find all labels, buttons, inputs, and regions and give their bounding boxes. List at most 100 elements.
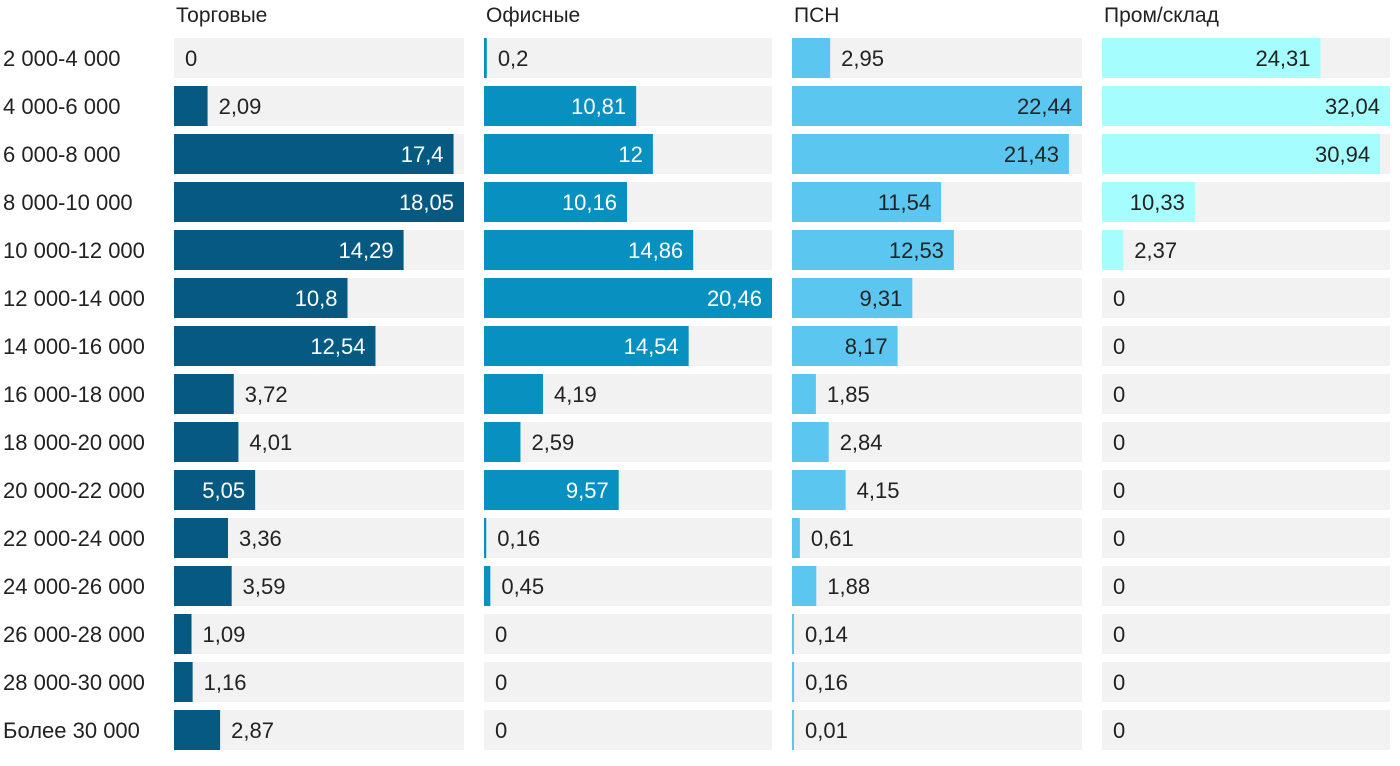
- bar: [1102, 182, 1195, 222]
- bar: [792, 422, 829, 462]
- bar-track: [792, 518, 1082, 558]
- data-label: 24,31: [1255, 46, 1310, 71]
- data-label: 0,01: [805, 718, 848, 743]
- bar: [484, 374, 543, 414]
- data-label: 3,72: [245, 382, 288, 407]
- bar: [174, 278, 348, 318]
- bar-track: [1102, 326, 1390, 366]
- data-label: 0,61: [811, 526, 854, 551]
- bar: [792, 614, 794, 654]
- data-label: 2,95: [841, 46, 884, 71]
- data-label: 0: [1113, 622, 1125, 647]
- bar-track: [1102, 614, 1390, 654]
- bar: [792, 278, 913, 318]
- data-label: 14,54: [624, 334, 679, 359]
- data-label: 0: [1113, 334, 1125, 359]
- bar: [174, 422, 239, 462]
- bar-track: [792, 662, 1082, 702]
- bar-track: [484, 614, 772, 654]
- data-label: 9,57: [566, 478, 609, 503]
- data-label: 0: [1113, 478, 1125, 503]
- data-label: 3,59: [243, 574, 286, 599]
- data-label: 4,19: [554, 382, 597, 407]
- data-label: 3,36: [239, 526, 282, 551]
- category-label: 8 000-10 000: [3, 190, 133, 215]
- category-label: 20 000-22 000: [3, 478, 145, 503]
- bar-track: [484, 710, 772, 750]
- category-label: 16 000-18 000: [3, 382, 145, 407]
- data-label: 0: [495, 718, 507, 743]
- bar-track: [1102, 374, 1390, 414]
- data-label: 12,54: [310, 334, 365, 359]
- bar: [792, 566, 817, 606]
- bar: [1102, 86, 1390, 126]
- data-label: 0: [1113, 718, 1125, 743]
- data-label: 0: [1113, 382, 1125, 407]
- bar-track: [1102, 518, 1390, 558]
- data-label: 30,94: [1315, 142, 1370, 167]
- data-label: 0: [1113, 574, 1125, 599]
- bar-track: [174, 662, 464, 702]
- bar: [792, 86, 1082, 126]
- panel-title: Офисные: [486, 4, 580, 27]
- data-label: 0: [495, 622, 507, 647]
- category-label: 2 000-4 000: [3, 46, 120, 71]
- data-label: 2,59: [531, 430, 574, 455]
- bar-track: [792, 614, 1082, 654]
- category-label: 26 000-28 000: [3, 622, 145, 647]
- data-label: 18,05: [399, 190, 454, 215]
- data-label: 0,16: [805, 670, 848, 695]
- category-label: Более 30 000: [3, 718, 140, 743]
- bar-track: [484, 662, 772, 702]
- bar: [484, 86, 637, 126]
- data-label: 10,81: [571, 94, 626, 119]
- data-label: 1,09: [203, 622, 246, 647]
- data-label: 0,45: [501, 574, 544, 599]
- bar-track: [1102, 470, 1390, 510]
- data-label: 14,29: [339, 238, 394, 263]
- bar: [792, 134, 1069, 174]
- bar-track: [1102, 710, 1390, 750]
- data-label: 0,2: [498, 46, 529, 71]
- bar: [174, 470, 256, 510]
- data-label: 22,44: [1017, 94, 1072, 119]
- bar-track: [1102, 662, 1390, 702]
- data-label: 0: [1113, 670, 1125, 695]
- category-label: 22 000-24 000: [3, 526, 145, 551]
- category-label: 12 000-14 000: [3, 286, 145, 311]
- bar-track: [174, 710, 464, 750]
- bar: [792, 470, 846, 510]
- bar-track: [484, 38, 772, 78]
- bar: [792, 326, 898, 366]
- data-label: 14,86: [628, 238, 683, 263]
- data-label: 2,09: [219, 94, 262, 119]
- category-label: 24 000-26 000: [3, 574, 145, 599]
- data-label: 1,88: [827, 574, 870, 599]
- category-label: 28 000-30 000: [3, 670, 145, 695]
- data-label: 12: [618, 142, 642, 167]
- bar: [484, 38, 487, 78]
- bar: [174, 182, 464, 222]
- bar-track: [792, 422, 1082, 462]
- data-label: 0,16: [497, 526, 540, 551]
- bar: [174, 518, 228, 558]
- data-label: 4,15: [857, 478, 900, 503]
- bar: [484, 326, 689, 366]
- bar-track: [1102, 278, 1390, 318]
- data-label: 21,43: [1004, 142, 1059, 167]
- bar: [792, 710, 794, 750]
- data-label: 10,8: [295, 286, 338, 311]
- data-label: 10,16: [562, 190, 617, 215]
- bar: [1102, 230, 1124, 270]
- category-label: 14 000-16 000: [3, 334, 145, 359]
- category-label: 18 000-20 000: [3, 430, 145, 455]
- bar: [174, 374, 234, 414]
- bar: [1102, 38, 1321, 78]
- bar-track: [1102, 422, 1390, 462]
- bar: [174, 614, 192, 654]
- bar-track: [484, 422, 772, 462]
- data-label: 0: [185, 46, 197, 71]
- bar: [792, 662, 795, 702]
